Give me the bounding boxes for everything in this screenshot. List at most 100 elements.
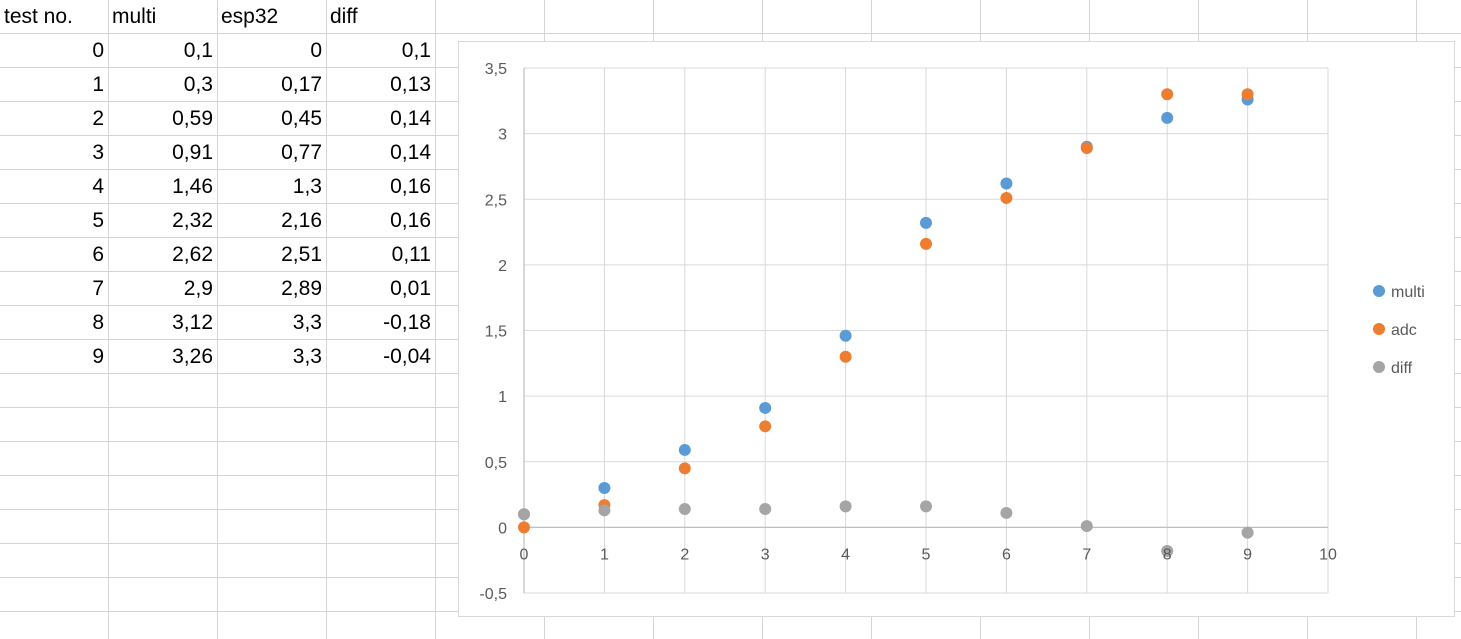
table-cell[interactable]: 2 (92, 107, 104, 130)
table-cell[interactable]: 0,13 (390, 73, 431, 96)
legend-label-multi: multi (1391, 284, 1425, 301)
table-cell[interactable]: 0 (92, 39, 104, 62)
y-tick-label: 3 (498, 127, 507, 144)
y-tick-label: 0,5 (485, 455, 507, 472)
table-cell[interactable]: 2,51 (281, 243, 322, 266)
table-cell[interactable]: 1,3 (292, 175, 322, 198)
legend-label-adc: adc (1391, 322, 1417, 339)
column-header[interactable]: diff (330, 5, 358, 28)
legend-marker-diff (1373, 361, 1385, 373)
table-cell[interactable]: 0,45 (281, 107, 322, 130)
table-cell[interactable]: 0,16 (390, 175, 431, 198)
data-point-diff[interactable] (1000, 506, 1013, 519)
x-tick-label: 8 (1163, 546, 1172, 563)
data-point-adc[interactable] (759, 420, 772, 433)
table-cell[interactable]: 0 (310, 39, 322, 62)
table-cell[interactable]: 0,01 (390, 277, 431, 300)
data-point-diff[interactable] (678, 503, 691, 515)
data-point-diff[interactable] (598, 504, 611, 517)
data-point-multi[interactable] (839, 329, 852, 342)
table-cell[interactable]: 2,89 (281, 277, 322, 300)
series-adc (518, 88, 1254, 534)
table-cell[interactable]: 1 (92, 73, 104, 96)
table-cell[interactable]: 0,14 (390, 107, 431, 130)
table-cell[interactable]: 5 (92, 209, 104, 232)
chart-svg: -0,5 0 0,5 1 1,5 2 2,5 3 3,5 0 1 2 3 4 5 6 7 8 9 10 multi adc… (479, 61, 1425, 603)
data-point-multi[interactable] (1000, 177, 1013, 190)
data-point-diff[interactable] (839, 500, 852, 513)
table-cell[interactable]: 7 (92, 277, 104, 300)
table-cell[interactable]: 0,91 (172, 141, 213, 164)
x-tick-label: 10 (1319, 546, 1337, 563)
scatter-chart[interactable]: -0,5 0 0,5 1 1,5 2 2,5 3 3,5 0 1 2 3 4 5 6 7 8 9 10 multi adc… (458, 41, 1455, 617)
x-tick-label: 5 (922, 546, 931, 563)
y-tick-label: 1 (498, 389, 507, 406)
table-cell[interactable]: 6 (92, 243, 104, 266)
column-header[interactable]: test no. (4, 5, 73, 28)
column-header[interactable]: esp32 (221, 5, 279, 28)
data-point-adc[interactable] (839, 350, 852, 363)
table-cell[interactable]: 2,62 (172, 243, 213, 266)
data-point-diff[interactable] (518, 508, 530, 521)
data-point-diff[interactable] (759, 503, 772, 515)
table-cell[interactable]: 0,77 (281, 141, 322, 164)
data-point-adc[interactable] (518, 521, 530, 534)
series-diff (518, 500, 1254, 557)
table-cell[interactable]: 9 (92, 345, 104, 368)
y-tick-label: 2,5 (485, 192, 507, 209)
table-cell[interactable]: 2,16 (281, 209, 322, 232)
y-tick-label: 0 (498, 520, 507, 537)
data-point-adc[interactable] (920, 237, 932, 250)
table-cell[interactable]: 0,59 (172, 107, 213, 130)
table-cell[interactable]: 2,9 (183, 277, 213, 300)
table-cell[interactable]: 0,17 (281, 73, 322, 96)
chart-series (518, 88, 1254, 557)
series-multi (518, 93, 1254, 521)
y-tick-label: 1,5 (485, 324, 507, 341)
chart-gridlines (523, 67, 1329, 594)
table-cell[interactable]: 3,26 (172, 345, 213, 368)
x-tick-label: 1 (600, 546, 609, 563)
x-tick-label: 6 (1002, 546, 1011, 563)
table-cell[interactable]: 0,1 (401, 39, 431, 62)
table-cell[interactable]: 3,3 (292, 311, 322, 334)
data-point-diff[interactable] (1241, 526, 1254, 539)
data-point-diff[interactable] (1161, 545, 1174, 557)
x-tick-label: 4 (841, 546, 850, 563)
data-point-adc[interactable] (1241, 88, 1254, 101)
data-point-adc[interactable] (1080, 142, 1093, 155)
data-point-adc[interactable] (678, 462, 691, 475)
table-cell[interactable]: 1,46 (172, 175, 213, 198)
data-point-multi[interactable] (1161, 111, 1174, 124)
data-point-multi[interactable] (759, 401, 772, 414)
data-point-diff[interactable] (1080, 520, 1093, 533)
table-cell[interactable]: 4 (92, 175, 104, 198)
table-cell[interactable]: 0,3 (183, 73, 213, 96)
chart-legend[interactable]: multi adc diff (1373, 284, 1425, 377)
table-cell[interactable]: 8 (92, 311, 104, 334)
legend-marker-adc (1373, 323, 1385, 335)
column-header[interactable]: multi (112, 5, 157, 28)
data-point-multi[interactable] (598, 482, 611, 494)
table-cell[interactable]: 3,3 (292, 345, 322, 368)
data-point-adc[interactable] (1000, 191, 1013, 204)
x-tick-label: 0 (520, 546, 529, 563)
table-cell[interactable]: 0,14 (390, 141, 431, 164)
x-tick-label: 2 (680, 546, 689, 563)
y-tick-label: -0,5 (479, 586, 507, 603)
table-cell[interactable]: 3 (92, 141, 104, 164)
table-cell[interactable]: -0,04 (383, 345, 431, 368)
table-cell[interactable]: -0,18 (383, 311, 431, 334)
table-cell[interactable]: 0,1 (183, 39, 213, 62)
table-cell[interactable]: 0,16 (390, 209, 431, 232)
table-cell[interactable]: 0,11 (391, 243, 431, 266)
table-cell[interactable]: 2,32 (172, 209, 213, 232)
x-tick-label: 9 (1243, 546, 1252, 563)
y-tick-label: 3,5 (485, 61, 507, 78)
x-tick-label: 3 (761, 546, 770, 563)
data-point-adc[interactable] (1161, 88, 1174, 101)
data-point-multi[interactable] (678, 443, 691, 456)
data-point-multi[interactable] (920, 216, 932, 229)
data-point-diff[interactable] (920, 500, 932, 513)
table-cell[interactable]: 3,12 (172, 311, 213, 334)
